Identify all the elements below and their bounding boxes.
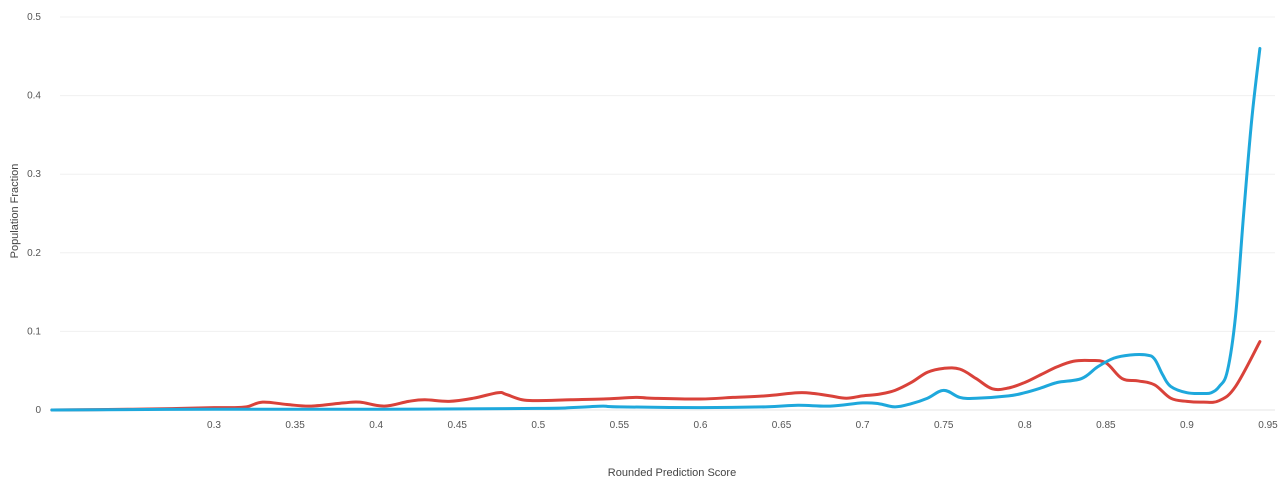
series-line-red [50,340,1262,412]
gridlines [60,16,1275,411]
x-tick-label: 0.35 [285,420,305,431]
x-tick-label: 0.6 [694,420,708,431]
x-tick-label: 0.5 [531,420,545,431]
x-axis-title: Rounded Prediction Score [608,467,736,479]
y-tick-label: 0.3 [27,169,41,180]
x-tick-label: 0.7 [856,420,870,431]
y-tick-label: 0.1 [27,326,41,337]
x-tick-label: 0.4 [369,420,383,431]
x-tick-label: 0.55 [610,420,630,431]
x-tick-label: 0.8 [1018,420,1032,431]
x-tick-label: 0.45 [447,420,467,431]
y-axis-title: Population Fraction [9,164,21,259]
y-tick-label: 0.5 [27,12,41,23]
x-tick-label: 0.85 [1096,420,1116,431]
y-axis-tick-labels: 0 0.1 0.2 0.3 0.4 0.5 [27,12,41,416]
series-lines [50,46,1262,412]
x-axis-tick-labels: 0.3 0.35 0.4 0.45 0.5 0.55 0.6 0.65 0.7 0.75 0.8 0.… [207,420,1278,431]
x-tick-label: 0.3 [207,420,221,431]
y-tick-label: 0.2 [27,248,41,259]
series-line-blue [50,46,1262,412]
x-tick-label: 0.9 [1180,420,1194,431]
x-tick-label: 0.95 [1258,420,1278,431]
x-tick-label: 0.75 [934,420,954,431]
y-tick-label: 0.4 [27,91,41,102]
y-tick-label: 0 [35,405,41,416]
x-tick-label: 0.65 [772,420,792,431]
